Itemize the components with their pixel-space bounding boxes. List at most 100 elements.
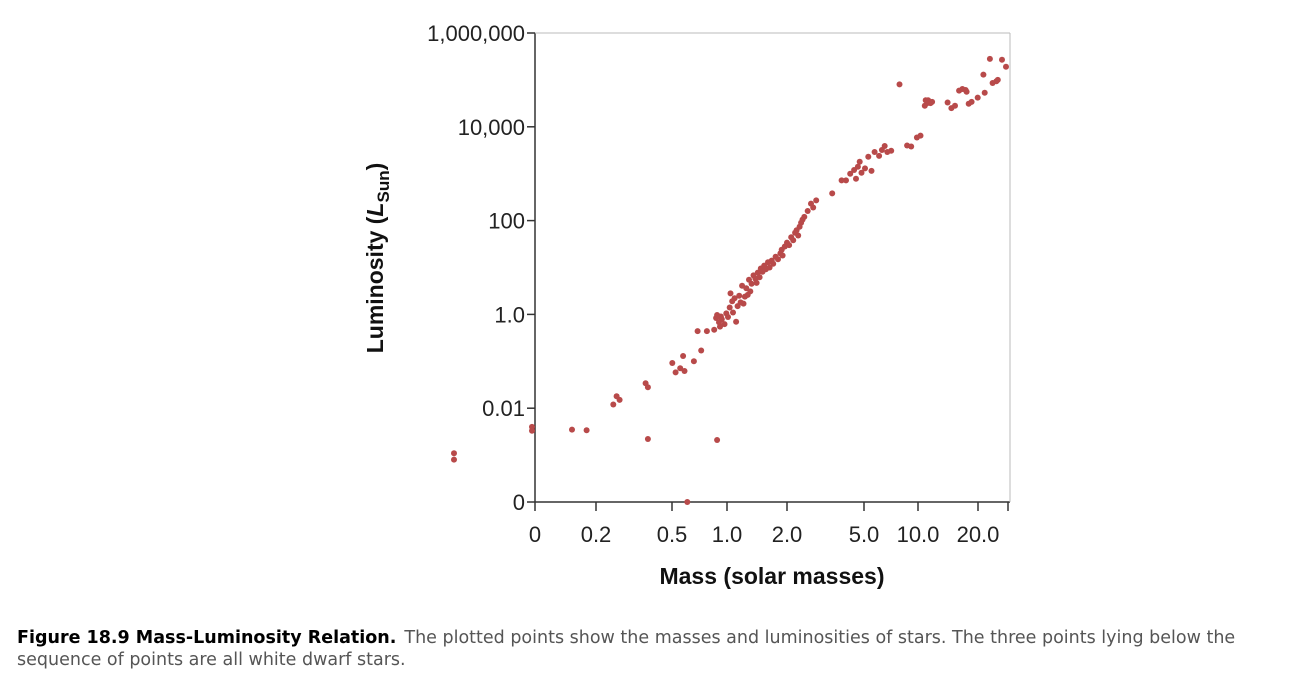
x-tick-label: 2.0 (772, 522, 803, 547)
star-point (993, 78, 1000, 85)
star-point (876, 152, 883, 159)
star-point (669, 360, 676, 366)
star-point (740, 300, 747, 307)
star-point (917, 132, 924, 139)
star-point (766, 264, 773, 271)
star-point (944, 99, 951, 106)
star-point (847, 170, 854, 177)
star-point (963, 88, 970, 95)
star-point (451, 456, 457, 463)
star-point (583, 427, 590, 434)
y-tick-label: 10,000 (458, 115, 525, 140)
star-point (698, 347, 705, 354)
star-point (736, 292, 743, 299)
y-axis-title: Luminosity (LSun) (362, 163, 393, 354)
star-point (896, 81, 903, 88)
star-point (929, 98, 936, 105)
star-point (690, 358, 697, 365)
star-point (754, 269, 761, 276)
x-tick-label: 0.2 (581, 522, 612, 547)
star-point (795, 232, 802, 239)
star-point (718, 316, 725, 323)
y-tick-label: 0 (513, 490, 525, 515)
star-point (756, 274, 763, 281)
star-point (616, 396, 623, 403)
star-point (813, 197, 820, 204)
y-axis-title-main: Luminosity ( (362, 216, 388, 353)
star-point (790, 237, 797, 244)
star-point (871, 149, 878, 155)
star-point (986, 55, 993, 62)
star-point (711, 326, 718, 333)
star-point (868, 167, 875, 174)
data-points (451, 55, 1009, 505)
figure-caption-text: The plotted points show the masses and l… (17, 628, 1236, 670)
star-point (829, 190, 836, 197)
figure-caption: Figure 18.9 Mass-Luminosity Relation. The… (17, 627, 1285, 671)
star-point (980, 71, 987, 78)
star-point (952, 102, 958, 109)
x-tick-label: 1.0 (712, 522, 743, 547)
star-point (529, 427, 535, 434)
star-point (672, 369, 679, 376)
star-point (881, 143, 888, 149)
star-point (733, 318, 740, 325)
y-tick-label: 0.01 (482, 396, 525, 421)
mass-luminosity-chart: 0 0.01 1.0 100 10,000 1,000,000 0 0.2 0.5 1.0 2.0… (362, 21, 1011, 589)
star-point (888, 147, 895, 154)
star-point (753, 279, 760, 286)
star-point (1003, 63, 1009, 70)
star-point (775, 256, 781, 263)
x-tick-label: 0.5 (657, 522, 688, 547)
y-tick-label: 1,000,000 (427, 21, 525, 46)
star-point (908, 143, 915, 150)
x-tick-label: 20.0 (957, 522, 1000, 547)
star-point (853, 175, 859, 182)
star-point (727, 290, 734, 297)
star-point (779, 252, 786, 259)
star-point (748, 280, 755, 287)
star-point (726, 304, 733, 311)
star-point (786, 242, 793, 249)
star-point (681, 368, 688, 374)
x-tick-label: 10.0 (897, 522, 940, 547)
star-point (999, 56, 1005, 63)
star-point (858, 169, 865, 176)
star-point (717, 323, 723, 330)
x-axis-title: Mass (solar masses) (659, 563, 884, 589)
star-point (569, 426, 575, 433)
star-point (644, 384, 651, 391)
chart-axes (534, 32, 1011, 503)
star-point (862, 165, 868, 172)
star-point (644, 436, 651, 442)
y-tick-label: 100 (488, 209, 525, 234)
star-point (801, 213, 808, 220)
star-point (677, 365, 684, 372)
y-axis-title-close: ) (362, 163, 388, 171)
star-point (856, 158, 863, 165)
y-tick-label: 1.0 (494, 302, 525, 327)
star-point (451, 450, 457, 457)
star-point (854, 163, 861, 170)
star-point (838, 177, 845, 184)
star-point (703, 328, 710, 335)
figure-caption-label: Figure 18.9 Mass-Luminosity Relation. (17, 628, 397, 648)
star-point (804, 208, 811, 214)
star-point (968, 98, 975, 105)
star-point (810, 204, 817, 211)
star-point (721, 321, 728, 328)
x-ticks: 0 0.2 0.5 1.0 2.0 5.0 10.0 20.0 (529, 502, 1009, 547)
star-point (770, 260, 777, 267)
star-point (610, 401, 617, 408)
star-point (680, 353, 687, 359)
star-point (747, 288, 754, 295)
y-ticks: 0 0.01 1.0 100 10,000 1,000,000 (427, 21, 535, 515)
y-axis-title-symbol: L (362, 202, 388, 216)
x-tick-label: 5.0 (849, 522, 880, 547)
star-point (725, 314, 731, 320)
star-point (843, 177, 849, 184)
star-point (694, 328, 701, 335)
star-point (731, 295, 738, 302)
star-point (865, 153, 872, 160)
star-point (974, 94, 981, 101)
